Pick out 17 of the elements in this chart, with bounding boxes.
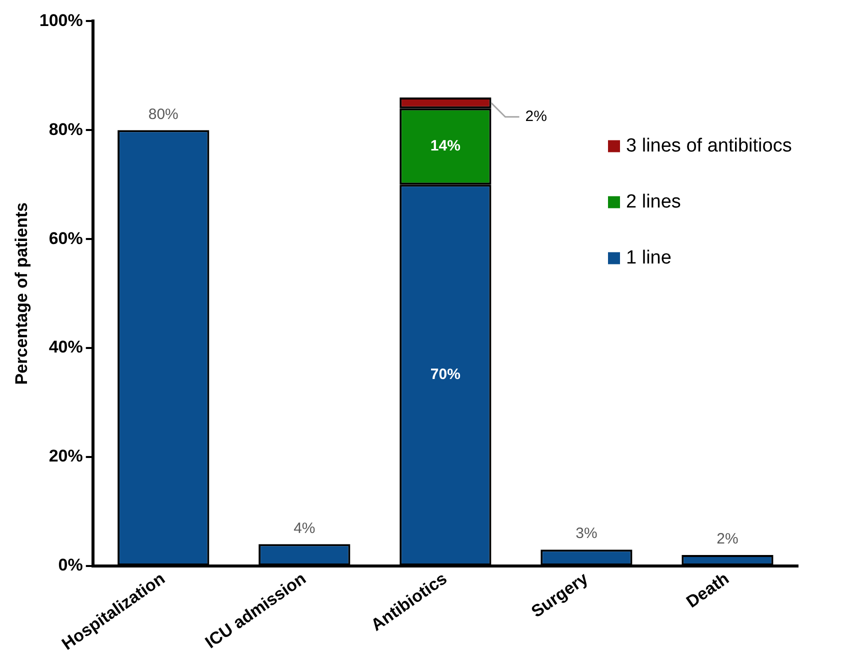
legend-label: 1 line — [626, 247, 672, 268]
y-tick-label: 40% — [48, 338, 83, 357]
data-label: 3% — [576, 525, 598, 542]
y-tick-label: 60% — [48, 228, 83, 248]
y-axis-title: Percentage of patients — [12, 202, 31, 385]
y-tick-label: 100% — [39, 10, 83, 30]
legend-label: 3 lines of antibitiocs — [626, 135, 792, 156]
data-label: 14% — [430, 138, 460, 155]
data-label: 80% — [148, 106, 178, 123]
data-label: 2% — [525, 108, 547, 126]
data-label: 2% — [716, 530, 738, 548]
y-tick-label: 80% — [48, 120, 83, 139]
data-label: 4% — [294, 520, 316, 537]
y-tick-label: 0% — [58, 556, 83, 575]
y-tick-label: 20% — [48, 446, 83, 466]
legend-label: 2 lines — [626, 191, 681, 212]
data-label: 70% — [430, 366, 460, 384]
